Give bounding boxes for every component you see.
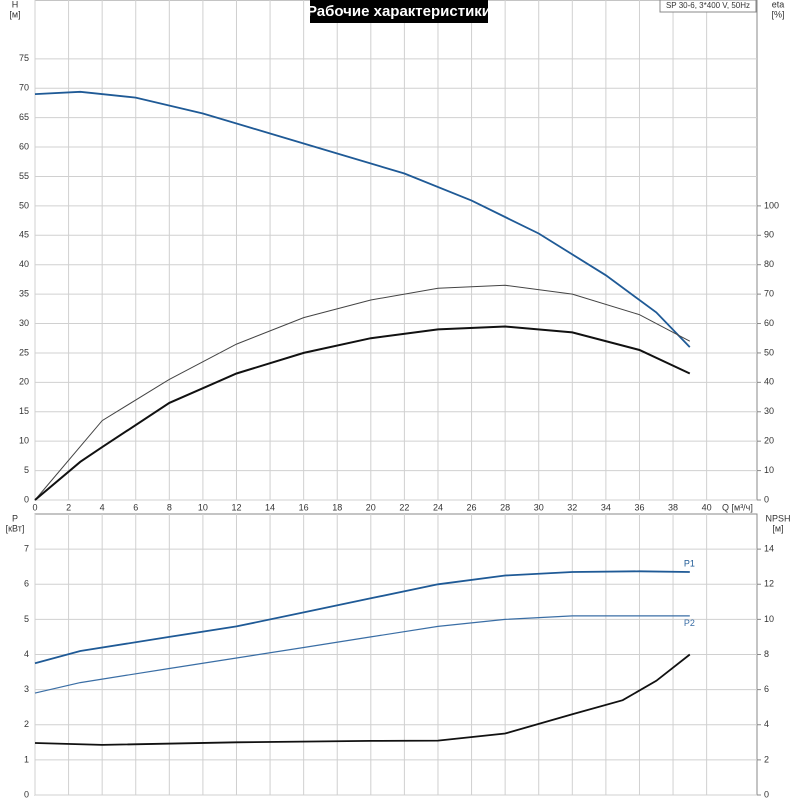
x-tick-label: 8	[167, 502, 172, 512]
y-tick-label: 30	[19, 318, 29, 328]
x-tick-label: 18	[332, 502, 342, 512]
y2-tick-label: 10	[764, 614, 774, 624]
y2-tick-label: 0	[764, 494, 769, 504]
y-tick-label: 45	[19, 230, 29, 240]
series-line	[34, 653, 691, 746]
y2-tick-label: 0	[764, 789, 769, 799]
y-axis-unit: [кВт]	[6, 523, 25, 533]
x-axis-label: Q [м³/ч]	[722, 502, 753, 512]
y-axis-label: H	[12, 0, 19, 9]
x-tick-label: 32	[567, 502, 577, 512]
y-tick-label: 55	[19, 171, 29, 181]
x-tick-label: 20	[366, 502, 376, 512]
series-line	[34, 325, 691, 501]
y-tick-label: 50	[19, 200, 29, 210]
y2-tick-label: 14	[764, 544, 774, 554]
x-tick-label: 30	[534, 502, 544, 512]
y2-tick-label: 60	[764, 318, 774, 328]
y2-tick-label: 30	[764, 406, 774, 416]
x-tick-label: 10	[198, 502, 208, 512]
y2-tick-label: 2	[764, 754, 769, 764]
y-tick-label: 5	[24, 614, 29, 624]
y-tick-label: 0	[24, 789, 29, 799]
x-tick-label: 40	[702, 502, 712, 512]
y-tick-label: 20	[19, 377, 29, 387]
x-tick-label: 36	[634, 502, 644, 512]
series-line	[34, 570, 690, 665]
y2-axis-unit: [%]	[771, 9, 784, 19]
x-tick-label: 38	[668, 502, 678, 512]
series-line	[34, 90, 691, 348]
y2-tick-label: 50	[764, 347, 774, 357]
x-tick-label: 24	[433, 502, 443, 512]
y2-axis-unit: [м]	[772, 523, 783, 533]
y-tick-label: 5	[24, 465, 29, 475]
y2-tick-label: 40	[764, 377, 774, 387]
chart-title: Рабочие характеристики	[307, 3, 491, 20]
y2-tick-label: 100	[764, 200, 779, 210]
y-tick-label: 60	[19, 141, 29, 151]
y-tick-label: 70	[19, 83, 29, 93]
model-label: SP 30-6, 3*400 V, 50Hz	[666, 1, 750, 10]
y-tick-label: 3	[24, 684, 29, 694]
series-line	[34, 284, 691, 501]
curve-label: P2	[684, 618, 695, 628]
x-tick-label: 6	[133, 502, 138, 512]
x-tick-label: 28	[500, 502, 510, 512]
y-tick-label: 1	[24, 754, 29, 764]
x-tick-label: 14	[265, 502, 275, 512]
y-tick-label: 10	[19, 436, 29, 446]
x-tick-label: 4	[100, 502, 105, 512]
y2-tick-label: 70	[764, 288, 774, 298]
y2-tick-label: 12	[764, 579, 774, 589]
y-tick-label: 75	[19, 53, 29, 63]
x-tick-label: 2	[66, 502, 71, 512]
y-tick-label: 25	[19, 347, 29, 357]
x-tick-label: 26	[467, 502, 477, 512]
series-line	[34, 615, 690, 694]
y2-tick-label: 10	[764, 465, 774, 475]
y-tick-label: 40	[19, 259, 29, 269]
y2-tick-label: 90	[764, 230, 774, 240]
y-axis-unit: [м]	[9, 9, 20, 19]
y-axis-label: P	[12, 513, 18, 523]
y2-axis-label: eta	[772, 0, 785, 9]
y2-tick-label: 80	[764, 259, 774, 269]
y-tick-label: 65	[19, 112, 29, 122]
y-tick-label: 4	[24, 649, 29, 659]
model-box	[659, 0, 757, 13]
title-box	[310, 0, 488, 23]
y-tick-label: 15	[19, 406, 29, 416]
x-tick-label: 16	[299, 502, 309, 512]
y-tick-label: 6	[24, 579, 29, 589]
x-tick-label: 0	[32, 502, 37, 512]
y2-tick-label: 8	[764, 649, 769, 659]
x-tick-label: 34	[601, 502, 611, 512]
y2-tick-label: 6	[764, 684, 769, 694]
y2-tick-label: 20	[764, 436, 774, 446]
curve-label: P1	[684, 558, 695, 568]
y2-axis-label: NPSH	[765, 513, 790, 523]
y-tick-label: 0	[24, 494, 29, 504]
y-tick-label: 35	[19, 288, 29, 298]
plot-area	[34, 0, 758, 501]
y-tick-label: 2	[24, 719, 29, 729]
x-tick-label: 12	[231, 502, 241, 512]
x-tick-label: 22	[399, 502, 409, 512]
y-tick-label: 7	[24, 544, 29, 554]
y2-tick-label: 4	[764, 719, 769, 729]
